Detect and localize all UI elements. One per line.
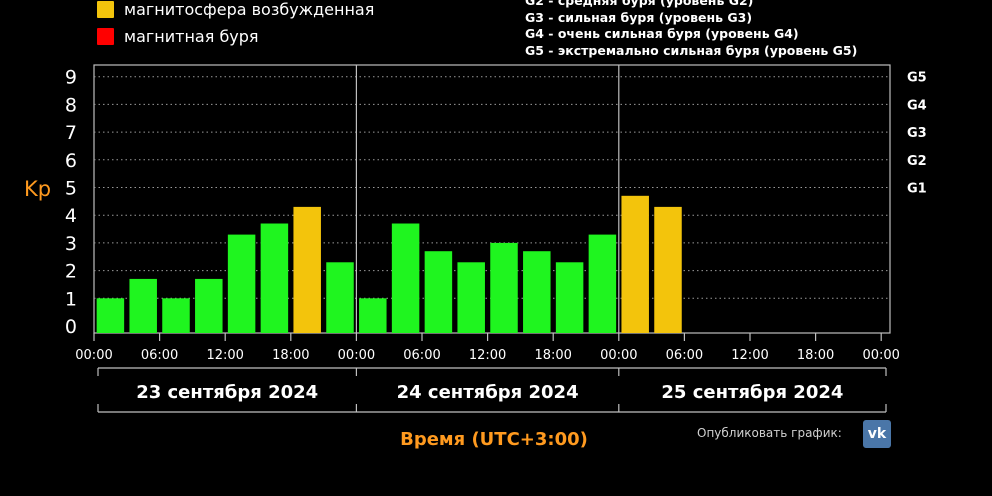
day-label: 24 сентября 2024	[397, 382, 579, 403]
x-tick-label: 12:00	[731, 348, 768, 363]
x-tick-label: 00:00	[338, 348, 375, 363]
kp-bar	[654, 206, 682, 333]
kp-bar	[391, 223, 420, 333]
g-level-label: G2	[907, 154, 927, 169]
storm-level-g2: G2 - средняя буря (уровень G2)	[525, 0, 754, 8]
x-tick-label: 12:00	[206, 348, 243, 363]
kp-bar	[490, 242, 518, 333]
y-tick-label: 4	[65, 205, 77, 227]
kp-bar	[162, 298, 190, 333]
storm-level-g5: G5 - экстремально сильная буря (уровень …	[525, 42, 858, 58]
x-tick-label: 18:00	[797, 348, 834, 363]
legend-item-storm: магнитная буря	[97, 23, 374, 50]
day-label: 25 сентября 2024	[661, 382, 843, 403]
storm-levels-legend: G2 - средняя буря (уровень G2) G3 - силь…	[525, 0, 857, 59]
y-tick-label: 6	[65, 150, 77, 172]
y-tick-label: 0	[65, 316, 77, 338]
day-label: 23 сентября 2024	[136, 382, 318, 403]
x-tick-label: 00:00	[75, 348, 112, 363]
x-tick-label: 18:00	[534, 348, 571, 363]
legend-label: магнитосфера возбужденная	[124, 0, 375, 19]
y-tick-label: 8	[65, 94, 77, 116]
x-tick-label: 06:00	[141, 348, 178, 363]
kp-bar	[195, 278, 223, 333]
x-tick-label: 00:00	[862, 348, 899, 363]
x-tick-label: 18:00	[272, 348, 309, 363]
kp-bar	[96, 298, 125, 333]
legend-label: магнитная буря	[124, 27, 259, 46]
g-level-label: G1	[907, 182, 927, 197]
y-tick-label: 3	[65, 233, 77, 255]
storm-level-g4: G4 - очень сильная буря (уровень G4)	[525, 26, 799, 41]
y-tick-label: 5	[65, 178, 77, 200]
kp-bar	[326, 262, 354, 333]
vk-icon-text: vk	[867, 426, 887, 442]
legend-item-active: магнитосфера возбужденная	[97, 0, 374, 23]
kp-bar	[588, 234, 617, 333]
kp-bar	[129, 278, 157, 333]
legend-swatch-yellow	[97, 1, 114, 18]
x-axis-label: Время (UTC+3:00)	[400, 429, 588, 450]
kp-bar	[523, 251, 551, 333]
legend-swatch-red	[97, 28, 114, 45]
kp-bar	[359, 298, 387, 333]
kp-bar	[555, 262, 584, 333]
y-axis-label: Kp	[24, 177, 51, 201]
kp-bar	[621, 195, 649, 333]
g-level-label: G3	[907, 126, 927, 141]
x-tick-label: 00:00	[600, 348, 637, 363]
kp-bar	[424, 251, 453, 333]
x-tick-label: 12:00	[469, 348, 506, 363]
vk-share-icon[interactable]: vk	[863, 420, 891, 448]
x-tick-label: 06:00	[666, 348, 703, 363]
y-tick-label: 9	[65, 67, 77, 89]
legend: магнитосфера возбужденная магнитная буря	[97, 0, 374, 50]
y-tick-label: 7	[65, 122, 77, 144]
storm-level-g3: G3 - сильная буря (уровень G3)	[525, 9, 753, 25]
kp-bar	[260, 223, 289, 333]
kp-bar	[457, 262, 485, 333]
y-tick-label: 1	[65, 288, 77, 310]
y-tick-label: 2	[65, 261, 77, 283]
g-level-label: G5	[907, 71, 927, 86]
kp-bar	[293, 206, 321, 333]
kp-bar	[227, 234, 256, 333]
publish-label: Опубликовать график:	[697, 426, 842, 440]
g-level-label: G4	[907, 98, 927, 113]
x-tick-label: 06:00	[403, 348, 440, 363]
